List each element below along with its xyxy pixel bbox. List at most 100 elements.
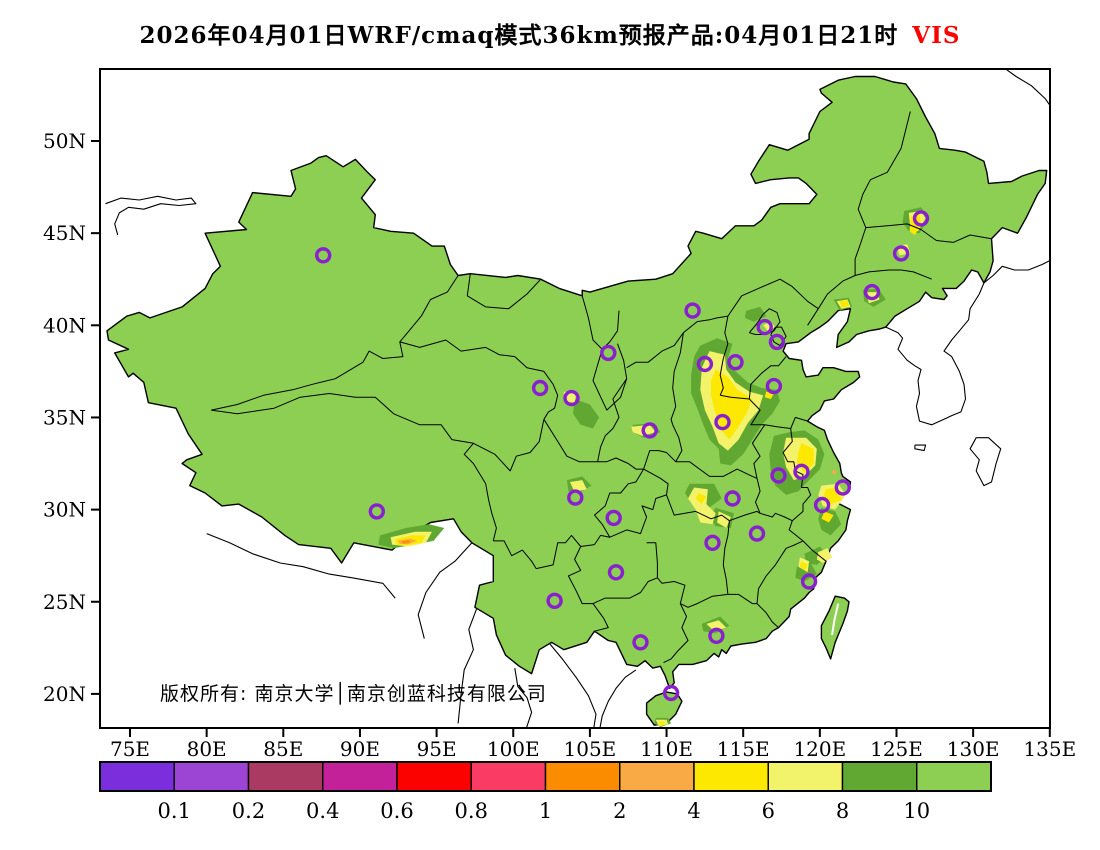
colorbar-tick-label: 1 bbox=[539, 799, 552, 823]
foreign-coastline bbox=[514, 668, 533, 728]
lat-tick-label: 45N bbox=[43, 221, 86, 245]
province-border bbox=[473, 419, 545, 472]
visibility-contour-patch bbox=[695, 493, 707, 505]
foreign-coastline bbox=[1004, 69, 1050, 107]
visibility-contour-patch bbox=[799, 561, 808, 571]
province-border bbox=[597, 450, 677, 470]
figure-title-text: 2026年04月01日WRF/cmaq模式36km预报产品:04月01日21时 bbox=[139, 22, 899, 49]
city-marker-shanghai bbox=[834, 479, 851, 496]
colorbar-segment bbox=[619, 761, 695, 792]
colorbar-tick-label: 0.8 bbox=[455, 799, 488, 823]
city-marker-nanchang bbox=[748, 525, 766, 542]
colorbar-tick-label: 4 bbox=[687, 799, 700, 823]
map-frame bbox=[99, 68, 1051, 729]
city-marker-beijing bbox=[756, 318, 773, 336]
foreign-coastline bbox=[417, 542, 473, 639]
colorbar-tick-label: 10 bbox=[903, 799, 930, 823]
foreign-coastline bbox=[885, 282, 985, 426]
city-marker-guiyang bbox=[607, 564, 625, 581]
colorbar-tick-label: 6 bbox=[762, 799, 775, 823]
foreign-coastline bbox=[549, 643, 597, 728]
colorbar-tick-label: 0.2 bbox=[232, 799, 265, 823]
province-border bbox=[592, 577, 658, 605]
city-marker-chengdu bbox=[567, 489, 584, 506]
foreign-coastline bbox=[206, 533, 396, 599]
province-border bbox=[670, 332, 684, 425]
province-border bbox=[748, 308, 781, 335]
lat-tick-label: 35N bbox=[43, 405, 86, 429]
visibility-contour-patch bbox=[909, 213, 921, 235]
city-marker-zhengzhou bbox=[714, 413, 731, 431]
province-border bbox=[466, 273, 542, 310]
city-marker-taiyuan bbox=[696, 355, 714, 373]
province-border bbox=[719, 316, 729, 396]
lat-tick-label: 30N bbox=[43, 498, 86, 522]
taiwan-island bbox=[820, 595, 850, 660]
city-marker-kunming bbox=[546, 592, 563, 609]
province-border bbox=[683, 315, 728, 334]
foreign-coastline bbox=[969, 437, 1002, 487]
province-border bbox=[567, 544, 595, 605]
province-border bbox=[399, 339, 559, 420]
province-border bbox=[626, 332, 684, 369]
city-marker-guangzhou bbox=[708, 627, 725, 644]
city-marker-hohhot bbox=[684, 302, 701, 319]
province-border bbox=[720, 394, 765, 426]
city-marker-harbin bbox=[912, 210, 930, 227]
province-border bbox=[592, 603, 609, 632]
city-marker-lhasa bbox=[368, 503, 385, 520]
city-marker-jinan bbox=[765, 377, 783, 395]
province-border bbox=[543, 419, 598, 463]
colorbar-segment bbox=[396, 761, 472, 792]
lon-tick-label: 75E bbox=[110, 737, 150, 761]
colorbar-segment bbox=[767, 761, 844, 792]
visibility-contour-patch bbox=[401, 540, 411, 544]
province-border bbox=[666, 494, 730, 522]
lon-tick-label: 130E bbox=[947, 737, 1000, 761]
colorbar-tick-label: 0.4 bbox=[306, 799, 339, 823]
colorbar-layer: 0.1 0.2 0.4 0.6 0.8 1 2 4 6 8 10 bbox=[99, 761, 992, 823]
colorbar-segment bbox=[173, 761, 250, 792]
colorbar-segment bbox=[99, 761, 175, 792]
colorbar-segment bbox=[916, 761, 992, 792]
axis-layer: 50N 45N 40N 35N 30N 25N 20N 75E 80E 85E 90E 95E 100E… bbox=[43, 129, 1076, 761]
province-border bbox=[727, 278, 819, 326]
province-border bbox=[646, 542, 658, 578]
foreign-coastline bbox=[983, 259, 1050, 284]
lon-tick-label: 95E bbox=[417, 737, 457, 761]
copyright-text: 版权所有: 南京大学│南京创蓝科技有限公司 bbox=[160, 682, 547, 705]
city-marker-nanjing bbox=[793, 463, 810, 480]
province-border bbox=[782, 428, 812, 522]
visibility-contour-patch bbox=[816, 548, 833, 563]
colorbar-tick-label: 8 bbox=[836, 799, 849, 823]
city-marker-changchun bbox=[892, 245, 910, 262]
province-border bbox=[857, 111, 911, 228]
colorbar-tick-label: 0.1 bbox=[158, 799, 191, 823]
colorbar-tick-label: 0.6 bbox=[380, 799, 413, 823]
province-border bbox=[592, 343, 628, 411]
taiwan-ridge-line bbox=[831, 603, 840, 636]
city-marker-shenyang bbox=[863, 283, 881, 301]
foreign-coastline bbox=[599, 669, 637, 728]
province-border bbox=[751, 424, 766, 479]
visibility-contour-patch bbox=[570, 480, 587, 493]
lat-tick-label: 25N bbox=[43, 590, 86, 614]
visibility-contour-patch bbox=[711, 369, 753, 440]
colorbar-segment bbox=[544, 761, 621, 792]
colorbar-segment bbox=[322, 761, 398, 792]
province-border bbox=[788, 520, 804, 542]
province-border bbox=[211, 275, 459, 411]
foreign-coastline bbox=[105, 195, 197, 236]
lon-tick-label: 105E bbox=[564, 737, 617, 761]
province-border bbox=[594, 534, 610, 545]
city-marker-shijiazhuang bbox=[727, 354, 744, 371]
lon-tick-label: 85E bbox=[263, 737, 303, 761]
lon-tick-label: 100E bbox=[487, 737, 540, 761]
visibility-contour-patch bbox=[821, 511, 834, 523]
lon-tick-label: 80E bbox=[187, 737, 227, 761]
lon-tick-label: 115E bbox=[717, 737, 770, 761]
foreign-coastline bbox=[914, 444, 927, 452]
city-marker-tianjin bbox=[768, 333, 786, 351]
